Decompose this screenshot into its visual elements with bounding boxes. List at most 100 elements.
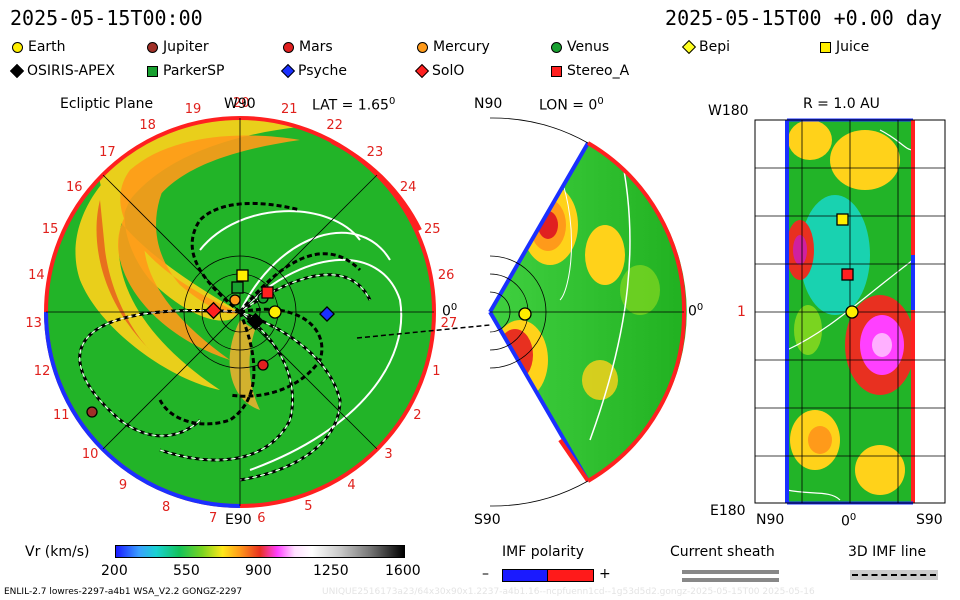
colorbar-tick-1600: 1600 [385,563,421,579]
meridional-top-label: N90 [474,96,503,112]
meridional-zero-label: 00 [688,302,704,320]
colorbar-tick-1250: 1250 [313,563,349,579]
radial-map [754,118,946,505]
legend-item-label: Bepi [699,39,730,55]
legend-item-label: Jupiter [163,39,209,55]
ring-number: 17 [99,144,116,160]
legend-item-solo: SolO [414,63,465,79]
circle-marker-icon [417,41,428,53]
ring-number: 6 [257,510,266,526]
meridional-bottom-label: S90 [474,512,501,528]
legend-item-parkersp: ParkerSP [147,63,224,79]
circle-marker-icon [147,41,158,53]
legend-item-psyche: Psyche [280,63,347,79]
ring-number: 20 [233,96,250,111]
imf-plus: + [599,566,611,582]
legend-item-label: Earth [28,39,66,55]
radial-bottom-left: E180 [710,503,746,519]
current-sheath-line-1 [682,570,779,574]
legend-item-mars: Mars [283,39,333,55]
square-marker-icon [820,41,831,53]
circle-marker-icon [283,41,294,53]
ring-number: 10 [81,446,99,462]
ring-number: 26 [437,267,455,283]
ring-number: 22 [326,118,343,134]
ring-number: 4 [347,477,356,493]
ring-number: 24 [399,179,417,195]
legend-item-earth: Earth [12,39,66,55]
radial-mid-left: 1 [737,304,746,320]
ring-number: 14 [28,268,45,284]
ring-number: 21 [280,101,298,117]
model-info: ENLIL-2.7 lowres-2297-a4b1 WSA_V2.2 GONG… [4,587,243,597]
legend-item-label: Stereo_A [567,63,630,79]
legend-item-jupiter: Jupiter [147,39,209,55]
ecliptic-top-label: W90 [224,96,256,112]
ring-number: 11 [52,408,70,424]
legend-item-label: Juice [836,39,870,55]
ring-number: 1 [432,363,441,379]
legend-item-label: Psyche [298,63,347,79]
radial-x-label-n90: N90 [756,512,785,528]
imf-minus: – [482,566,489,582]
ring-number: 16 [65,180,83,195]
ring-number: 7 [209,510,218,526]
ring-number: 8 [162,499,171,515]
ring-number: 3 [384,446,393,462]
current-sheath-label: Current sheath [670,544,775,560]
legend-item-label: ParkerSP [163,63,225,79]
ring-number: 15 [41,221,59,237]
ecliptic-lat-label: LAT = 1.650 [312,96,396,114]
legend-item-venus: Venus [551,39,609,55]
colorbar-tick-900: 900 [245,563,272,579]
radial-x-label-0: 00 [841,512,857,530]
legend-item-juice: Juice [820,39,869,55]
ring-number: 2 [413,407,422,423]
circle-marker-icon [551,41,562,53]
legend-item-stereo-a: Stereo_A [551,63,629,79]
radial-x-label-s90: S90 [916,512,943,528]
legend-item-label: Venus [567,39,610,55]
legend-item-label: Mars [299,39,333,55]
legend-item-bepi: Bepi [681,39,730,55]
legend-item-label: SolO [432,63,465,79]
imf3d-sample [850,570,938,580]
ecliptic-zero-label: 00 [442,302,458,320]
ring-number: 9 [118,477,128,493]
radial-title: R = 1.0 AU [803,96,880,112]
date-right: 2025-05-15T00 +0.00 day [665,6,942,30]
imf3d-label: 3D IMF line [848,544,927,560]
plots [44,116,946,508]
ring-number: 13 [25,316,42,332]
legend-item-label: OSIRIS-APEX [27,63,115,79]
ecliptic-bottom-label: E90 [225,512,252,528]
legend-item-label: Mercury [433,39,490,55]
imf-polarity-label: IMF polarity [502,544,585,560]
ring-number: 5 [304,499,313,515]
ring-number: 12 [33,363,51,379]
date-left: 2025-05-15T00:00 [10,6,203,30]
square-marker-icon [147,65,158,77]
square-marker-icon [551,65,562,77]
colorbar-tick-550: 550 [173,563,200,579]
ring-number: 27 [440,316,458,331]
ring-number: 18 [139,118,156,134]
radial-top-left: W180 [708,103,749,119]
imf-positive-swatch [547,569,594,582]
current-sheath-line-2 [682,578,779,582]
colorbar-tick-200: 200 [101,563,128,579]
ring-number: 23 [366,144,384,160]
legend-item-osiris-apex: OSIRIS-APEX [9,63,115,79]
ring-number: 19 [184,101,202,117]
meridional-lon-label: LON = 00 [539,96,604,114]
ring-number: 25 [423,221,441,237]
ecliptic-plot [44,116,491,508]
ecliptic-title: Ecliptic Plane [60,96,154,112]
velocity-colorbar [115,545,405,558]
legend-item-mercury: Mercury [417,39,490,55]
imf-negative-swatch [502,569,549,582]
circle-marker-icon [12,41,23,53]
meridional-plot [488,117,687,507]
watermark-text: UNIQUE2516173a23/64x30x90x1.2237-a4b1.16… [322,587,815,597]
colorbar-label: Vr (km/s) [25,544,90,560]
